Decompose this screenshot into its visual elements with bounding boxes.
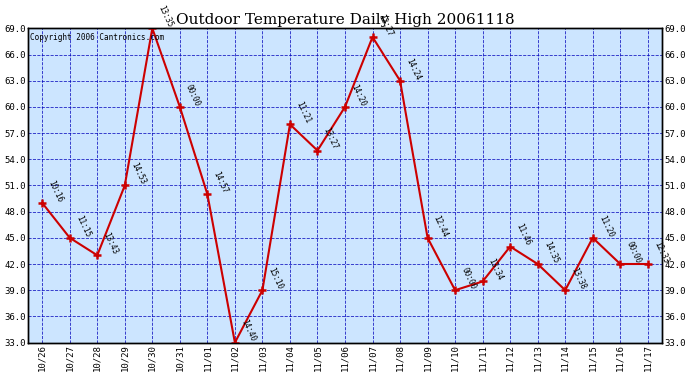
Text: 13:38: 13:38	[569, 266, 587, 291]
Text: 13:27: 13:27	[322, 126, 339, 151]
Text: 00:00: 00:00	[624, 240, 642, 265]
Text: 14:35: 14:35	[542, 240, 560, 265]
Text: 14:57: 14:57	[212, 170, 230, 195]
Title: Outdoor Temperature Daily High 20061118: Outdoor Temperature Daily High 20061118	[176, 13, 514, 27]
Text: 11:15: 11:15	[74, 214, 92, 238]
Text: 12:27: 12:27	[377, 13, 395, 38]
Text: 12:44: 12:44	[432, 214, 450, 238]
Text: 14:24: 14:24	[404, 57, 422, 81]
Text: 14:20: 14:20	[349, 83, 367, 108]
Text: 12:33: 12:33	[652, 240, 670, 265]
Text: Copyright 2006 Cantronics.com: Copyright 2006 Cantronics.com	[30, 33, 164, 42]
Text: 13:43: 13:43	[101, 231, 119, 256]
Text: 14:53: 14:53	[129, 161, 147, 186]
Text: 14:40: 14:40	[239, 318, 257, 343]
Text: 15:10: 15:10	[266, 266, 284, 291]
Text: 11:46: 11:46	[514, 222, 532, 247]
Text: 11:21: 11:21	[294, 100, 312, 125]
Text: 13:34: 13:34	[487, 257, 504, 282]
Text: 11:20: 11:20	[597, 214, 615, 238]
Text: 00:00: 00:00	[460, 266, 477, 291]
Text: 13:35: 13:35	[157, 4, 175, 29]
Text: 00:00: 00:00	[184, 83, 202, 108]
Text: 10:16: 10:16	[46, 179, 64, 204]
